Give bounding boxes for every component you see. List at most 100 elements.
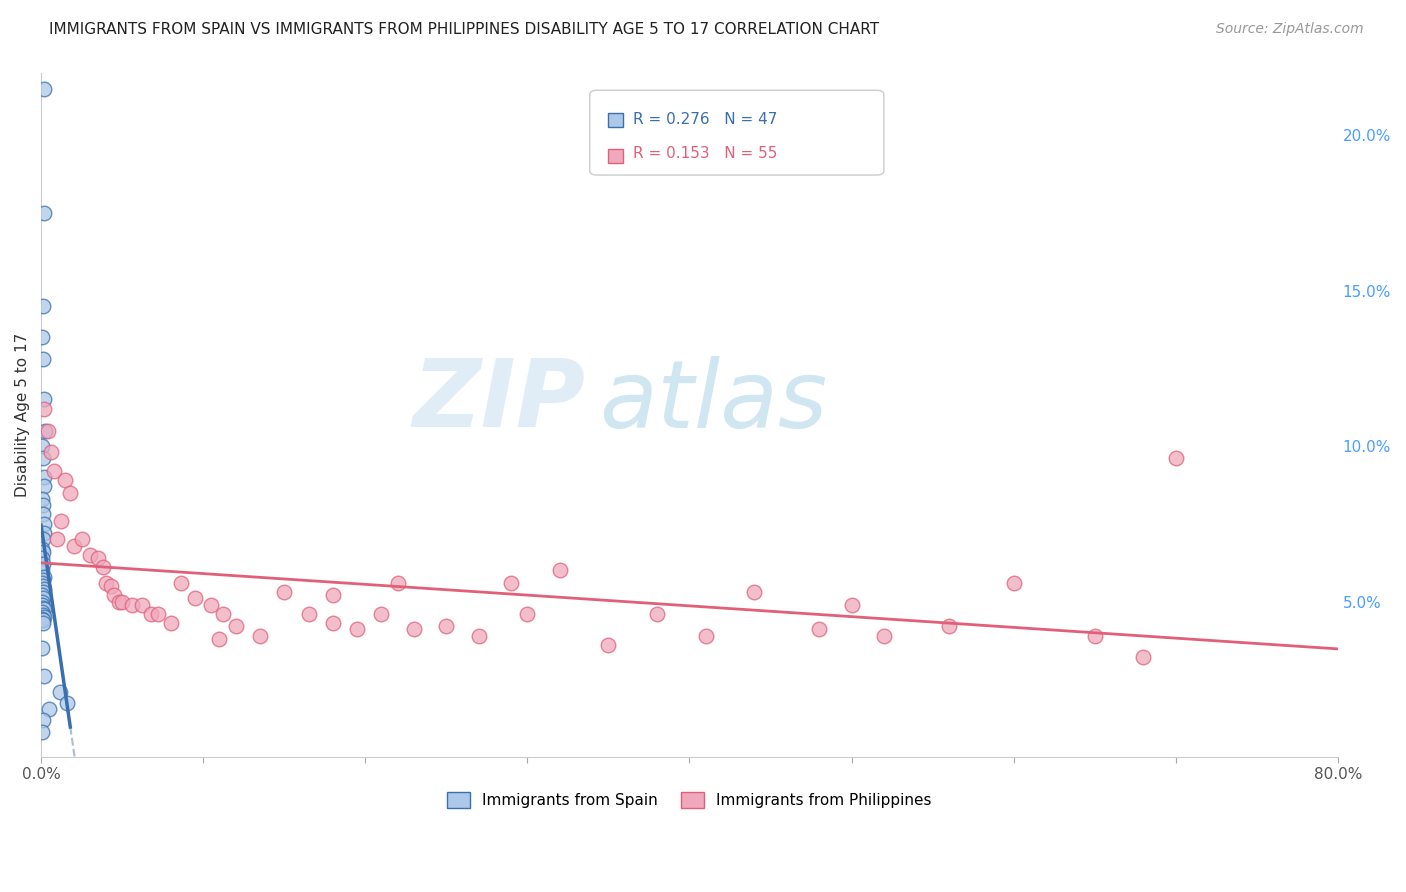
Point	[31, 439, 53, 453]
Point	[184, 591, 207, 606]
Point	[55, 473, 77, 487]
Point	[387, 575, 409, 590]
Point	[467, 629, 489, 643]
Point	[111, 594, 134, 608]
Point	[297, 607, 319, 621]
Point	[34, 610, 56, 624]
Point	[34, 206, 56, 220]
Point	[32, 573, 55, 587]
Point	[37, 424, 59, 438]
Point	[31, 641, 53, 656]
Point	[38, 702, 60, 716]
Point	[131, 598, 153, 612]
Point	[31, 611, 53, 625]
Point	[49, 514, 72, 528]
Point	[31, 533, 53, 547]
Point	[742, 585, 765, 599]
Point	[31, 541, 53, 556]
Text: ZIP: ZIP	[413, 355, 586, 447]
Point	[42, 464, 65, 478]
Point	[434, 619, 457, 633]
Point	[200, 598, 222, 612]
Point	[1164, 451, 1187, 466]
Point	[146, 607, 169, 621]
Point	[91, 560, 114, 574]
Point	[841, 598, 863, 612]
Point	[370, 607, 392, 621]
Point	[32, 545, 55, 559]
Point	[32, 351, 55, 366]
Text: R = 0.153   N = 55: R = 0.153 N = 55	[633, 146, 778, 161]
Point	[31, 551, 53, 566]
Point	[34, 479, 56, 493]
Point	[94, 575, 117, 590]
Point	[59, 485, 82, 500]
Point	[46, 533, 69, 547]
Text: atlas: atlas	[599, 356, 827, 447]
Point	[31, 508, 53, 522]
Point	[103, 588, 125, 602]
Point	[346, 623, 368, 637]
Y-axis label: Disability Age 5 to 17: Disability Age 5 to 17	[15, 333, 30, 497]
Point	[695, 629, 717, 643]
Point	[169, 575, 191, 590]
Point	[548, 563, 571, 577]
Point	[100, 579, 122, 593]
Point	[31, 608, 53, 623]
Point	[32, 602, 55, 616]
Point	[31, 606, 53, 620]
Point	[32, 470, 55, 484]
Point	[32, 516, 55, 531]
Point	[516, 607, 538, 621]
Point	[31, 588, 53, 602]
Point	[121, 598, 143, 612]
Point	[87, 551, 110, 566]
Point	[32, 81, 55, 95]
Point	[1084, 629, 1107, 643]
Point	[34, 424, 56, 438]
Point	[31, 594, 53, 608]
Point	[873, 629, 896, 643]
Point	[32, 613, 55, 627]
Point	[208, 632, 231, 646]
Point	[402, 623, 425, 637]
Point	[32, 669, 55, 683]
Point	[32, 569, 55, 583]
Point	[31, 598, 53, 612]
Point	[1132, 650, 1154, 665]
Point	[31, 616, 53, 631]
Point	[32, 392, 55, 407]
Point	[31, 330, 53, 344]
Point	[501, 575, 523, 590]
Point	[31, 491, 53, 506]
Point	[31, 563, 53, 577]
Point	[322, 588, 344, 602]
Point	[322, 616, 344, 631]
Point	[31, 591, 53, 606]
Point	[32, 713, 55, 727]
Point	[31, 579, 53, 593]
Text: IMMIGRANTS FROM SPAIN VS IMMIGRANTS FROM PHILIPPINES DISABILITY AGE 5 TO 17 CORR: IMMIGRANTS FROM SPAIN VS IMMIGRANTS FROM…	[49, 22, 879, 37]
Point	[211, 607, 233, 621]
Point	[249, 629, 271, 643]
Point	[34, 401, 56, 416]
Point	[31, 451, 53, 466]
Point	[108, 594, 131, 608]
Point	[598, 638, 620, 652]
Point	[141, 607, 163, 621]
Point	[159, 616, 181, 631]
Point	[32, 582, 55, 596]
Point	[39, 445, 62, 459]
Point	[938, 619, 960, 633]
Point	[31, 600, 53, 615]
Point	[645, 607, 668, 621]
Point	[31, 725, 53, 739]
Point	[79, 548, 101, 562]
Point	[70, 533, 93, 547]
Point	[56, 696, 79, 710]
Legend: Immigrants from Spain, Immigrants from Philippines: Immigrants from Spain, Immigrants from P…	[441, 786, 938, 814]
Point	[31, 575, 53, 590]
Point	[31, 558, 53, 572]
Point	[31, 585, 53, 599]
Point	[1002, 575, 1025, 590]
